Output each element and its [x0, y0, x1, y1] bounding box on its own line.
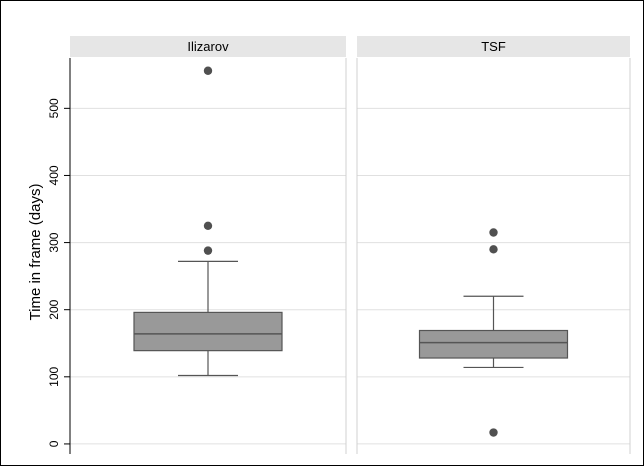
panel-title: TSF [481, 39, 506, 54]
iqr-box [418, 329, 569, 359]
outlier-point [203, 246, 213, 255]
plot-area [357, 58, 630, 454]
y-tick-label: 200 [47, 299, 61, 319]
y-tick-label: 400 [47, 165, 61, 185]
outlier-point [203, 66, 213, 75]
panel-title: Ilizarov [187, 39, 229, 54]
outlier-point [489, 245, 498, 254]
y-axis: 0 100 200 300 400 500 [47, 58, 71, 454]
outlier-point [489, 428, 498, 437]
panels-layer: Ilizarov TSF [69, 36, 631, 454]
panel-tsf: TSF [356, 36, 631, 454]
y-axis-label: Time in frame (days) [27, 184, 44, 321]
y-tick-label: 500 [47, 98, 61, 118]
y-tick-label: 100 [47, 366, 61, 386]
outlier-point [203, 221, 213, 230]
outlier-point [489, 228, 498, 237]
y-tick-label: 300 [47, 232, 61, 252]
y-tick-label: 0 [47, 440, 61, 447]
panel-strip [70, 36, 346, 57]
panel-strip [357, 36, 630, 57]
panel-ilizarov: Ilizarov [69, 36, 347, 454]
plot-area [70, 58, 346, 454]
iqr-box [133, 311, 283, 352]
